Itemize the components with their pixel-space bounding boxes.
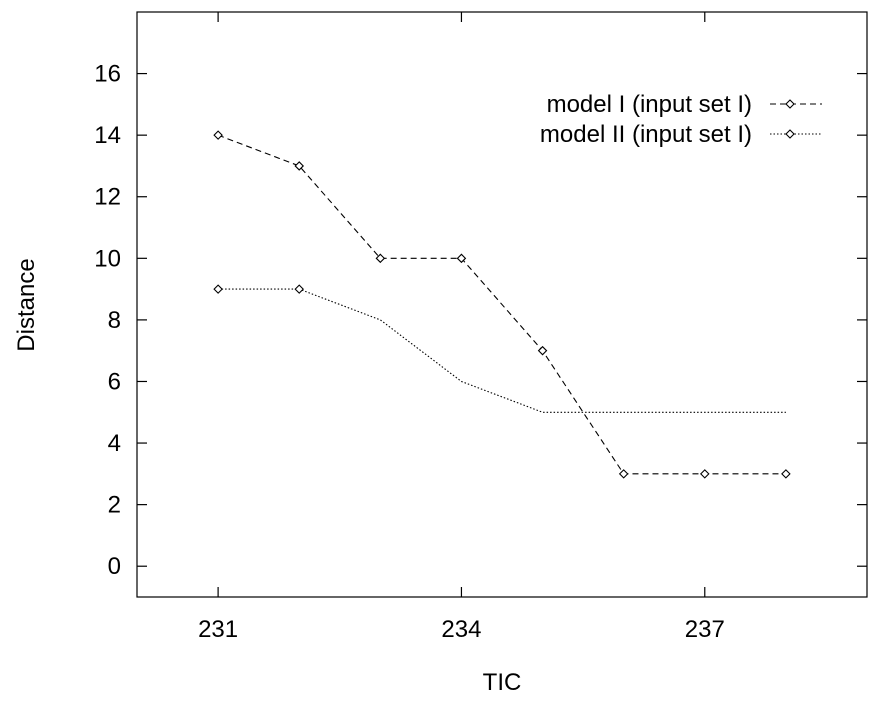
series-2-point: [213, 284, 223, 294]
y-tick-label: 12: [94, 184, 121, 211]
plot-frame: [136, 11, 868, 598]
y-tick-label: 4: [108, 430, 121, 457]
x-axis-label: TIC: [483, 669, 522, 696]
x-tick-label: 237: [685, 616, 725, 643]
y-tick-label: 0: [108, 553, 121, 580]
series-1-point: [699, 469, 710, 479]
y-axis-ticks: 0 2 4 6 8 10 12 14 16: [94, 61, 867, 580]
series-2-point: [294, 284, 305, 294]
legend-label-model-1: model I (input set I): [547, 91, 752, 118]
y-tick-label: 16: [94, 61, 121, 88]
series-1-point: [294, 161, 305, 171]
series-line-2: [218, 288, 786, 413]
legend-sample-marker-2: [785, 129, 795, 139]
y-tick-label: 10: [94, 245, 121, 272]
y-axis-label: Distance: [13, 258, 40, 351]
legend-label-model-2: model II (input set I): [540, 121, 752, 148]
series-1-point: [375, 253, 386, 264]
legend-sample-marker-1: [785, 99, 795, 109]
series-1-point: [213, 130, 223, 140]
series-1-point: [537, 345, 548, 356]
x-tick-label: 231: [198, 616, 238, 643]
legend: model I (input set I) model II (input se…: [540, 91, 822, 148]
series-1-point: [618, 469, 629, 479]
y-tick-label: 8: [108, 307, 121, 334]
y-tick-label: 6: [108, 368, 121, 395]
x-axis-ticks: 231 234 237: [198, 12, 725, 643]
y-tick-label: 2: [108, 492, 121, 519]
x-tick-label: 234: [441, 616, 481, 643]
series-layer: [213, 130, 791, 479]
series-line-1: [217, 134, 786, 475]
series-1-point: [781, 469, 791, 479]
series-1-point: [456, 253, 467, 264]
y-tick-label: 14: [94, 122, 121, 149]
